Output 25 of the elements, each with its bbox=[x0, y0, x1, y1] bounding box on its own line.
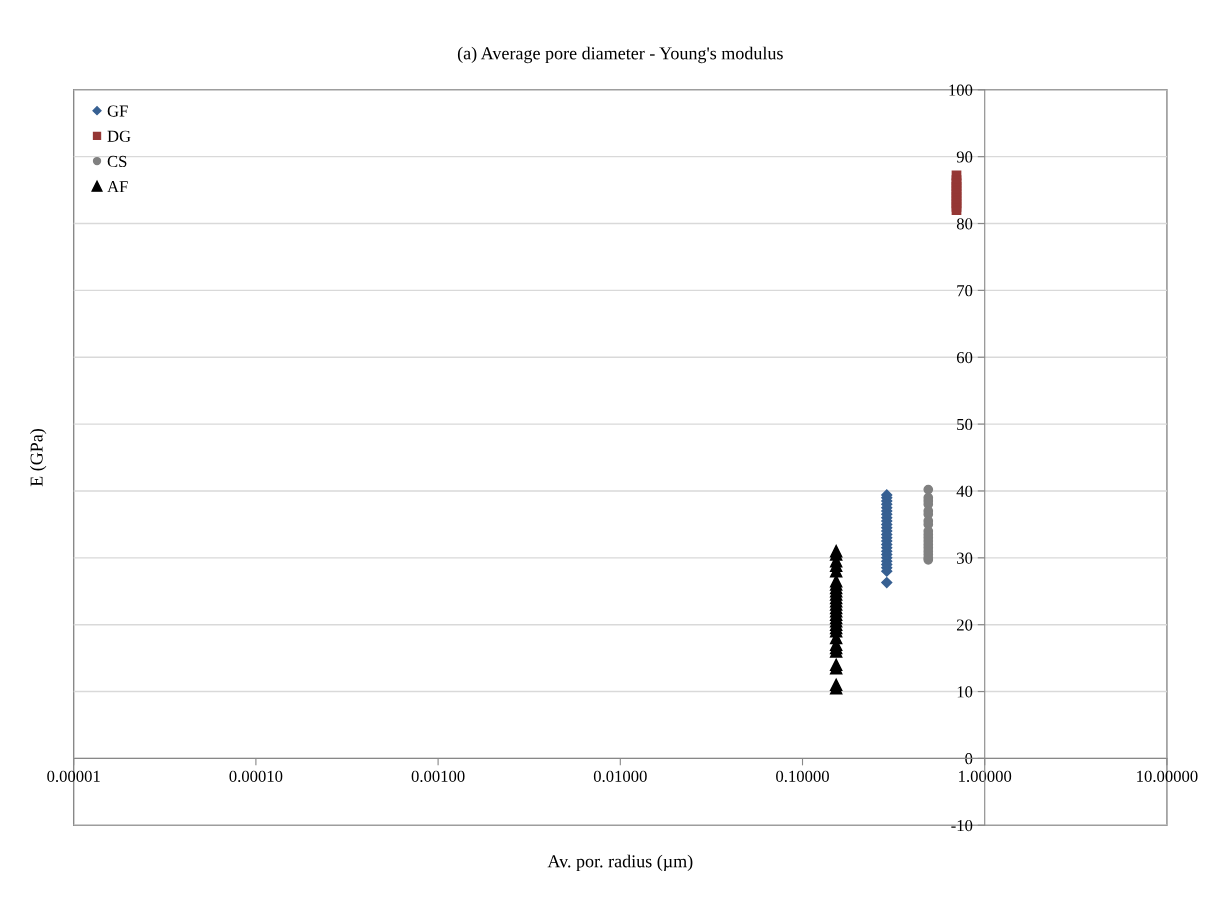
legend-label: DG bbox=[107, 130, 131, 142]
x-tick-label: 0.01000 bbox=[593, 770, 647, 783]
y-tick-label: 100 bbox=[949, 84, 973, 96]
y-tick-label: 20 bbox=[956, 619, 973, 631]
y-tick-label: 80 bbox=[956, 218, 973, 230]
x-tick-label: 0.00010 bbox=[229, 770, 283, 783]
x-tick-label: 10.00000 bbox=[1137, 770, 1198, 783]
y-tick-label: 40 bbox=[956, 485, 973, 497]
y-tick-label: 90 bbox=[956, 151, 973, 163]
y-tick-label: 70 bbox=[957, 285, 973, 297]
legend-label: GF bbox=[107, 105, 128, 117]
legend-label: AF bbox=[107, 181, 128, 193]
y-tick-label: -10 bbox=[951, 819, 973, 832]
y-axis-title: E (GPa) bbox=[29, 428, 47, 487]
y-tick-label: 50 bbox=[957, 418, 973, 431]
x-tick-label: 0.00100 bbox=[411, 770, 465, 783]
x-tick-label: 1.00000 bbox=[959, 770, 1012, 783]
y-tick-label: 30 bbox=[957, 552, 973, 564]
x-tick-label: 0.10000 bbox=[776, 770, 829, 783]
legend-label: CS bbox=[107, 155, 127, 168]
chart-title: (a) Average pore diameter - Young's modulus bbox=[457, 46, 783, 64]
y-tick-label: 60 bbox=[956, 351, 973, 364]
x-axis-title: Av. por. radius (µm) bbox=[547, 854, 693, 872]
y-tick-label: 10 bbox=[957, 686, 973, 698]
x-tick-label: 0.00001 bbox=[47, 770, 100, 783]
